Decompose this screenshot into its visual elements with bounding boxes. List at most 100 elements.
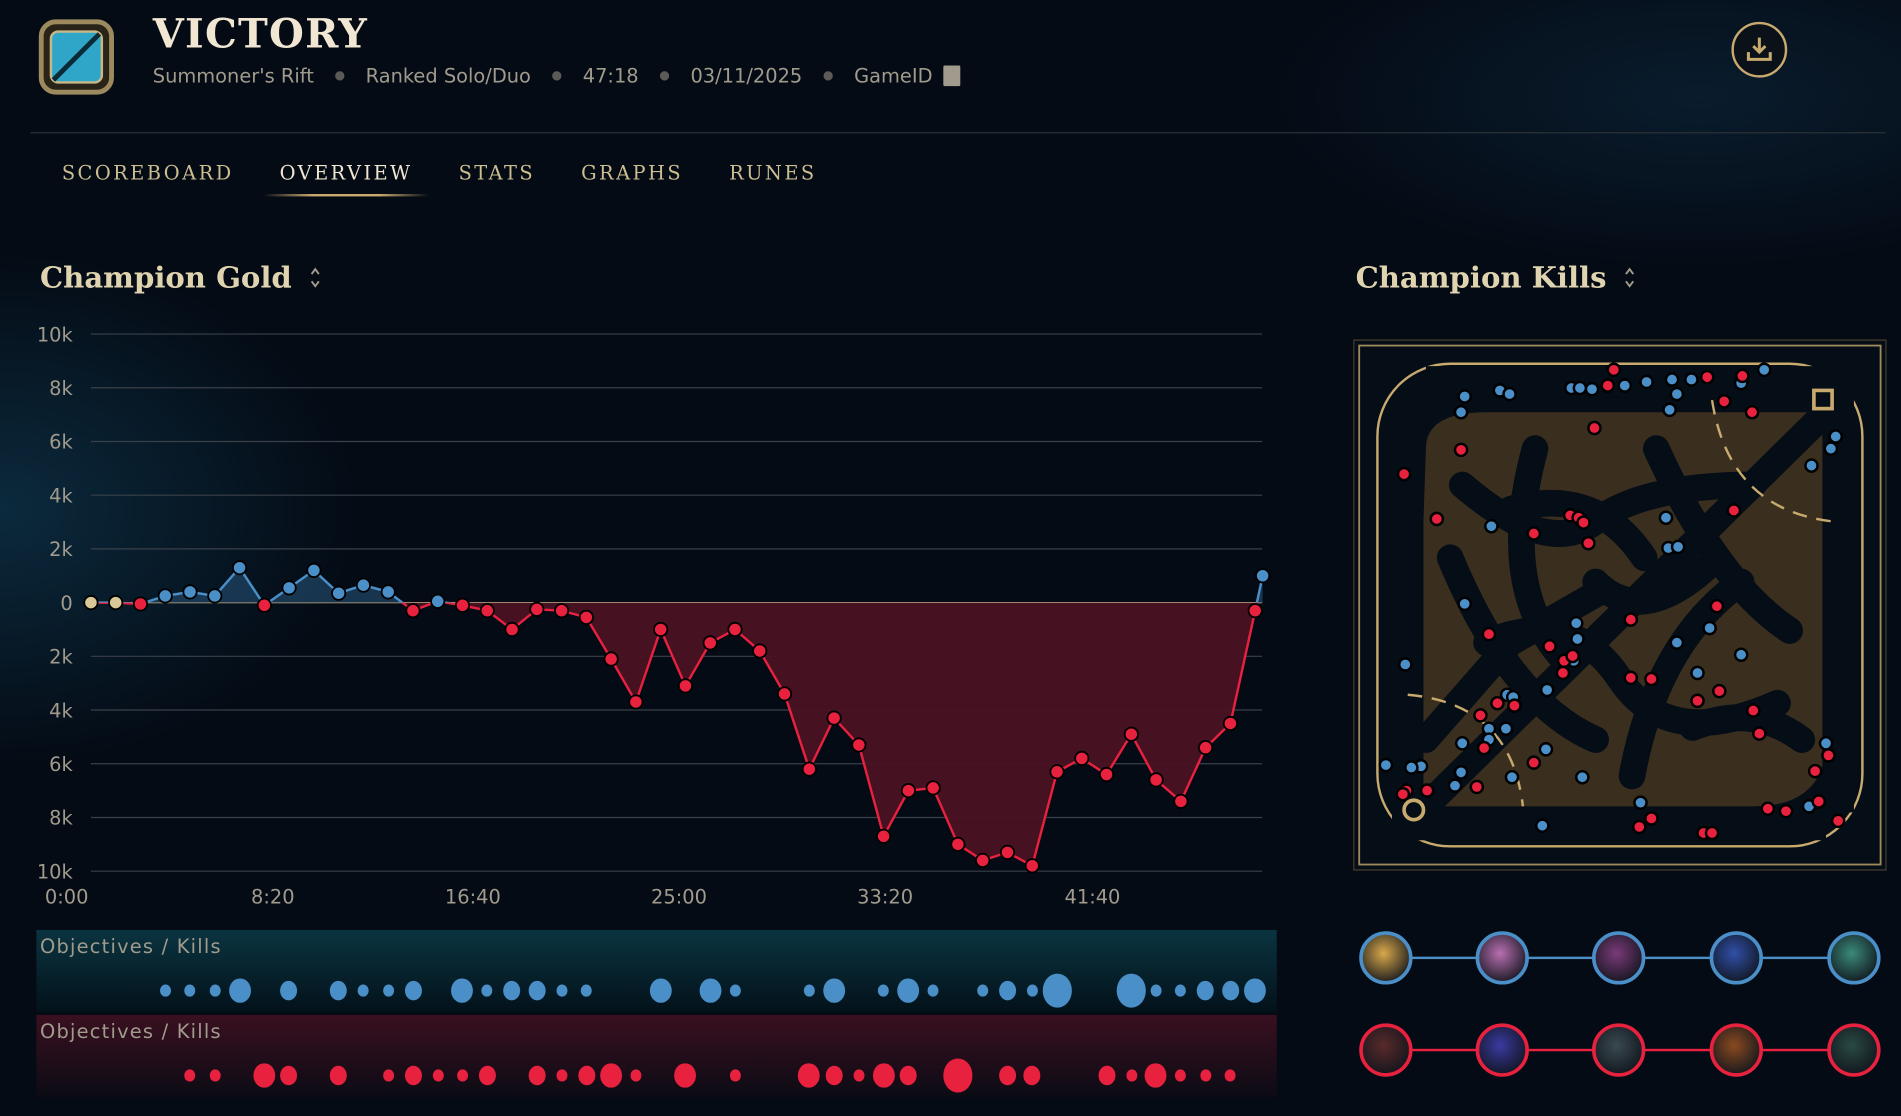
- blue-kill-marker[interactable]: [1639, 374, 1654, 390]
- objective-event-marker[interactable]: [825, 1065, 843, 1086]
- game-id-label[interactable]: GameID: [854, 64, 933, 88]
- tab-runes[interactable]: RUNES: [729, 161, 817, 185]
- objective-event-marker[interactable]: [1175, 984, 1187, 997]
- blue-kill-marker[interactable]: [1457, 389, 1472, 404]
- objective-event-marker[interactable]: [457, 1069, 468, 1082]
- objective-event-marker[interactable]: [977, 984, 989, 997]
- red-kill-marker[interactable]: [1600, 378, 1616, 393]
- objective-event-marker[interactable]: [330, 1065, 348, 1086]
- red-kill-marker[interactable]: [1644, 811, 1659, 826]
- objective-event-marker[interactable]: [577, 1065, 595, 1086]
- red-kill-marker[interactable]: [1726, 503, 1742, 518]
- objective-event-marker[interactable]: [184, 984, 196, 997]
- blue-kill-marker[interactable]: [1818, 735, 1834, 751]
- red-kill-marker[interactable]: [1507, 698, 1522, 713]
- blue-kill-marker[interactable]: [1568, 615, 1584, 631]
- red-kill-marker[interactable]: [1632, 819, 1647, 835]
- objective-event-marker[interactable]: [404, 1065, 422, 1086]
- objective-event-marker[interactable]: [630, 1069, 642, 1082]
- red-kill-marker[interactable]: [1542, 638, 1557, 654]
- red-kill-marker[interactable]: [1760, 801, 1776, 817]
- blue-kill-marker[interactable]: [1756, 362, 1772, 378]
- red-kill-marker[interactable]: [1473, 708, 1488, 723]
- blue-kill-marker[interactable]: [1378, 757, 1394, 773]
- red-kill-marker[interactable]: [1709, 598, 1725, 614]
- red-kill-marker[interactable]: [1587, 420, 1602, 436]
- objective-event-marker[interactable]: [798, 1062, 821, 1089]
- objective-event-marker[interactable]: [878, 984, 890, 997]
- red-kill-marker[interactable]: [1821, 748, 1836, 763]
- blue-kill-marker[interactable]: [1404, 760, 1419, 775]
- red-kill-marker[interactable]: [1476, 740, 1492, 756]
- blue-kill-marker[interactable]: [1570, 631, 1585, 647]
- objective-event-marker[interactable]: [600, 1062, 623, 1089]
- red-champion-portrait[interactable]: [1592, 1023, 1646, 1077]
- red-kill-marker[interactable]: [1490, 695, 1505, 711]
- champion-kills-header[interactable]: Champion Kills: [1356, 259, 1636, 295]
- red-kill-marker[interactable]: [1811, 794, 1827, 809]
- objective-event-marker[interactable]: [674, 1062, 697, 1089]
- blue-champion-portrait[interactable]: [1475, 931, 1529, 985]
- objective-event-marker[interactable]: [209, 1069, 221, 1082]
- red-kill-marker[interactable]: [1396, 466, 1412, 482]
- objective-event-marker[interactable]: [382, 984, 394, 997]
- blue-kill-marker[interactable]: [1584, 381, 1600, 397]
- tab-overview[interactable]: OVERVIEW: [262, 161, 429, 197]
- tab-stats[interactable]: STATS: [458, 161, 536, 185]
- blue-kill-marker[interactable]: [1575, 769, 1590, 785]
- red-kill-marker[interactable]: [1623, 670, 1639, 686]
- blue-kill-marker[interactable]: [1828, 429, 1844, 444]
- objective-event-marker[interactable]: [1221, 980, 1239, 1001]
- red-kill-marker[interactable]: [1606, 362, 1622, 378]
- red-kill-marker[interactable]: [1526, 526, 1542, 541]
- red-champion-portrait[interactable]: [1709, 1023, 1763, 1077]
- objective-event-marker[interactable]: [1026, 984, 1038, 997]
- objective-event-marker[interactable]: [729, 984, 741, 997]
- red-kill-marker[interactable]: [1712, 683, 1727, 699]
- blue-kill-marker[interactable]: [1484, 518, 1499, 534]
- champion-gold-header[interactable]: Champion Gold: [40, 259, 321, 295]
- red-kill-marker[interactable]: [1469, 779, 1485, 795]
- objective-event-marker[interactable]: [649, 978, 672, 1004]
- objective-event-marker[interactable]: [1197, 980, 1215, 1001]
- red-kill-marker[interactable]: [1704, 825, 1720, 841]
- objective-event-marker[interactable]: [927, 984, 939, 997]
- objective-event-marker[interactable]: [503, 980, 521, 1001]
- blue-kill-marker[interactable]: [1633, 795, 1648, 810]
- blue-kill-marker[interactable]: [1669, 386, 1685, 402]
- blue-kill-marker[interactable]: [1702, 620, 1717, 636]
- objective-event-marker[interactable]: [357, 984, 369, 997]
- blue-kill-marker[interactable]: [1662, 402, 1677, 418]
- blue-kill-marker[interactable]: [1453, 765, 1469, 780]
- objective-event-marker[interactable]: [1125, 1069, 1137, 1082]
- red-kill-marker[interactable]: [1807, 763, 1823, 779]
- red-kill-marker[interactable]: [1581, 535, 1596, 551]
- red-kill-marker[interactable]: [1778, 803, 1794, 819]
- objective-event-marker[interactable]: [432, 1069, 444, 1082]
- objective-event-marker[interactable]: [330, 980, 348, 1001]
- blue-kill-marker[interactable]: [1804, 458, 1819, 473]
- blue-champion-portrait[interactable]: [1709, 931, 1763, 985]
- sort-toggle-icon[interactable]: [1623, 265, 1635, 289]
- objective-event-marker[interactable]: [1200, 1069, 1212, 1082]
- objective-event-marker[interactable]: [853, 1069, 865, 1082]
- objective-event-marker[interactable]: [478, 1065, 496, 1086]
- blue-kill-marker[interactable]: [1398, 657, 1413, 672]
- red-champion-portrait[interactable]: [1827, 1023, 1881, 1077]
- red-kill-marker[interactable]: [1429, 511, 1445, 527]
- blue-kill-marker[interactable]: [1669, 635, 1685, 650]
- blue-champion-portrait[interactable]: [1359, 931, 1413, 985]
- objective-event-marker[interactable]: [184, 1069, 196, 1082]
- blue-champion-portrait[interactable]: [1592, 931, 1646, 985]
- objective-event-marker[interactable]: [280, 1065, 298, 1086]
- objective-event-marker[interactable]: [451, 978, 474, 1004]
- objective-event-marker[interactable]: [1023, 1065, 1041, 1086]
- red-kill-marker[interactable]: [1623, 612, 1639, 627]
- tab-graphs[interactable]: GRAPHS: [581, 161, 684, 185]
- red-kill-marker[interactable]: [1744, 404, 1760, 420]
- objective-event-marker[interactable]: [1150, 984, 1162, 997]
- objective-event-marker[interactable]: [1244, 978, 1267, 1004]
- blue-kill-marker[interactable]: [1539, 682, 1555, 698]
- objective-event-marker[interactable]: [897, 978, 920, 1004]
- blue-kill-marker[interactable]: [1457, 596, 1472, 612]
